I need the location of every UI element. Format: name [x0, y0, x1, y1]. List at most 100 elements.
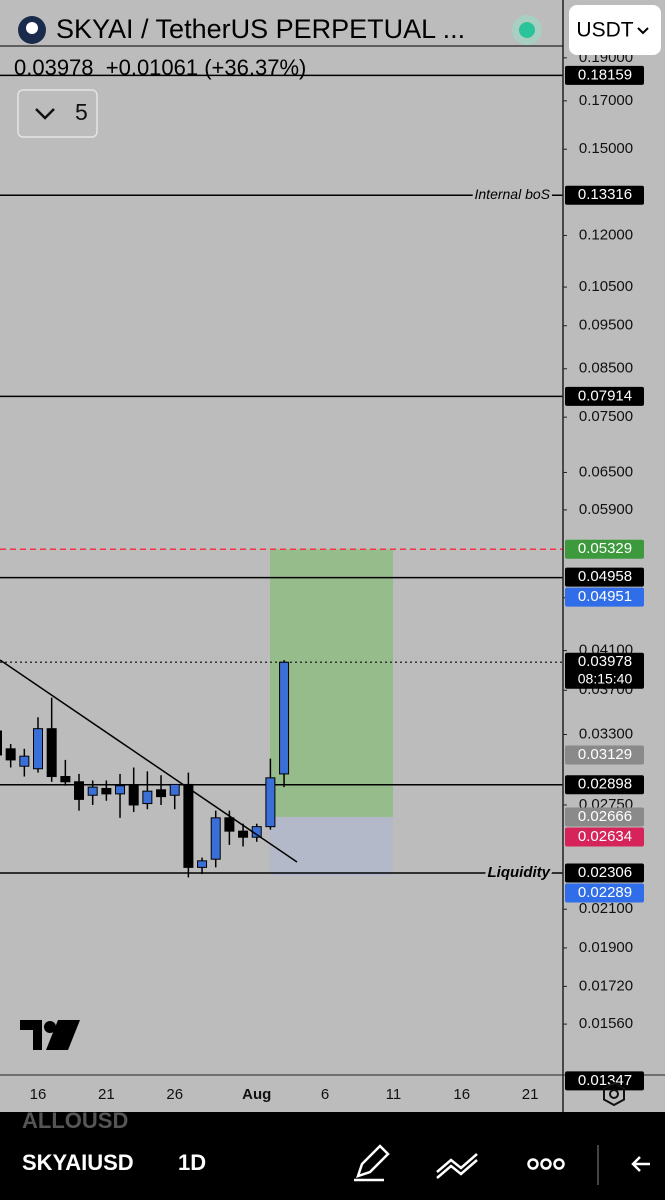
price-label-text: 0.07914 [578, 387, 632, 404]
candle-body [74, 781, 85, 800]
back-icon[interactable] [631, 1156, 650, 1172]
x-tick-label: 26 [166, 1086, 183, 1103]
toolbar-interval[interactable]: 1D [178, 1150, 206, 1175]
candle-body [128, 785, 139, 806]
trend-line [0, 659, 298, 863]
x-tick-label: Aug [242, 1086, 271, 1103]
loss-zone [270, 816, 393, 876]
price-label-text: 0.02634 [578, 828, 632, 845]
y-tick-label: 0.01720 [579, 977, 633, 994]
price-label-text: 0.05329 [578, 540, 632, 557]
price-label: 0.02666 [565, 807, 644, 827]
price-label: 0.02306 [565, 863, 644, 883]
y-tick-label: 0.09500 [579, 317, 633, 334]
collapse-chevron [35, 108, 55, 120]
x-tick-label: 16 [30, 1086, 47, 1103]
candle-body [265, 777, 276, 828]
price-label-box [565, 883, 644, 903]
candle-body [169, 783, 180, 796]
y-tick-label: 0.02100 [579, 900, 633, 917]
y-tick-label: 0.07500 [579, 408, 633, 425]
price-label-box [565, 539, 644, 559]
price-label-text: 0.13316 [578, 186, 632, 203]
price-label-box [565, 807, 644, 827]
candle-body [60, 776, 71, 783]
collapse-count[interactable]: 5 [75, 99, 88, 125]
price-label-box [565, 65, 644, 85]
candle-body [279, 661, 290, 775]
y-tick-label: 0.05900 [579, 501, 633, 518]
price-label-box [565, 745, 644, 765]
y-tick-label: 0.12000 [579, 226, 633, 243]
candle-body [46, 728, 57, 778]
price-label-text: 0.18159 [578, 66, 632, 83]
y-tick-label: 0.10500 [579, 278, 633, 295]
x-tick-label: 21 [522, 1086, 539, 1103]
symbol-title[interactable]: SKYAI / TetherUS PERPETUAL ... [56, 14, 465, 44]
price-label-extra: 08:15:40 [578, 670, 633, 686]
x-tick-label: 21 [98, 1086, 115, 1103]
price-label-text: 0.01347 [578, 1072, 632, 1089]
price-label-box [565, 185, 644, 205]
settings-icon-center [609, 1089, 619, 1099]
price-label-text: 0.04951 [578, 588, 632, 605]
draw-icon[interactable] [354, 1144, 390, 1182]
candle-body [87, 786, 98, 796]
price-label-text: 0.02289 [578, 884, 632, 901]
price-label-box [565, 386, 644, 406]
logo-dot [44, 1021, 56, 1033]
toolbar-symbol[interactable]: SKYAIUSD [22, 1150, 134, 1175]
x-tick-label: 11 [386, 1086, 402, 1103]
candle-body [183, 783, 194, 868]
logo [20, 1020, 80, 1050]
candle-body [224, 817, 235, 832]
y-tick-label: 0.03300 [579, 725, 633, 742]
price-label: 0.04951 [565, 587, 644, 607]
collapse-button[interactable] [17, 89, 98, 138]
profit-zone [270, 549, 393, 817]
price-label-box [565, 652, 644, 689]
candle-body [115, 785, 126, 795]
price-label-text: 0.03978 [578, 653, 632, 670]
price-label: 0.18159 [565, 65, 644, 85]
status-dot [519, 22, 535, 38]
price-label: 0.03129 [565, 745, 644, 765]
price-label-box [565, 775, 644, 795]
y-tick-label: 0.01560 [579, 1015, 633, 1032]
candle-body [142, 790, 153, 805]
price-label-box [565, 587, 644, 607]
candle-body [156, 789, 167, 798]
candle-body [210, 817, 221, 860]
previous-symbol: ALLOUSD [22, 1108, 128, 1133]
price-label-text: 0.02898 [578, 776, 632, 793]
x-tick-label: 6 [321, 1086, 329, 1103]
toolbar [0, 1112, 665, 1200]
candle-body [5, 748, 16, 761]
more-icon[interactable] [527, 1158, 565, 1170]
price-label: 0.05329 [565, 539, 644, 559]
y-tick-label: 0.06500 [579, 463, 633, 480]
quote: 0.03978 +0.01061 (+36.37%) [14, 55, 306, 80]
currency-label[interactable]: USDT [576, 19, 633, 42]
candle-body [238, 830, 249, 838]
indicators-icon[interactable] [436, 1153, 478, 1179]
price-label: 0.02898 [565, 775, 644, 795]
currency-button[interactable] [569, 5, 661, 55]
y-tick-label: 0.15000 [579, 140, 633, 157]
price-label: 0.04958 [565, 567, 644, 587]
price-label-box [565, 827, 644, 847]
price-label: 0.02634 [565, 827, 644, 847]
price-label: 0.07914 [565, 386, 644, 406]
level-label: Liquidity [488, 864, 551, 881]
price-label-text: 0.02666 [578, 808, 632, 825]
candle-body [33, 728, 44, 770]
price-label: 0.02289 [565, 883, 644, 903]
x-tick-label: 16 [453, 1086, 470, 1103]
price-label: 0.13316 [565, 185, 644, 205]
price-label-text: 0.02306 [578, 864, 632, 881]
candle-body [101, 787, 112, 795]
settings-icon[interactable] [603, 1081, 625, 1107]
